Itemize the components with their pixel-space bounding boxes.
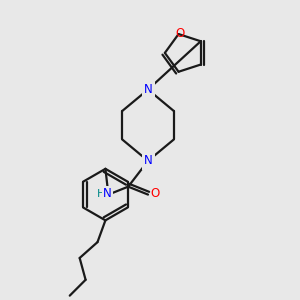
- Text: H: H: [97, 189, 106, 199]
- Text: N: N: [144, 83, 152, 96]
- Text: O: O: [150, 187, 160, 200]
- Text: O: O: [175, 27, 184, 40]
- Text: N: N: [144, 154, 152, 167]
- Text: N: N: [103, 187, 112, 200]
